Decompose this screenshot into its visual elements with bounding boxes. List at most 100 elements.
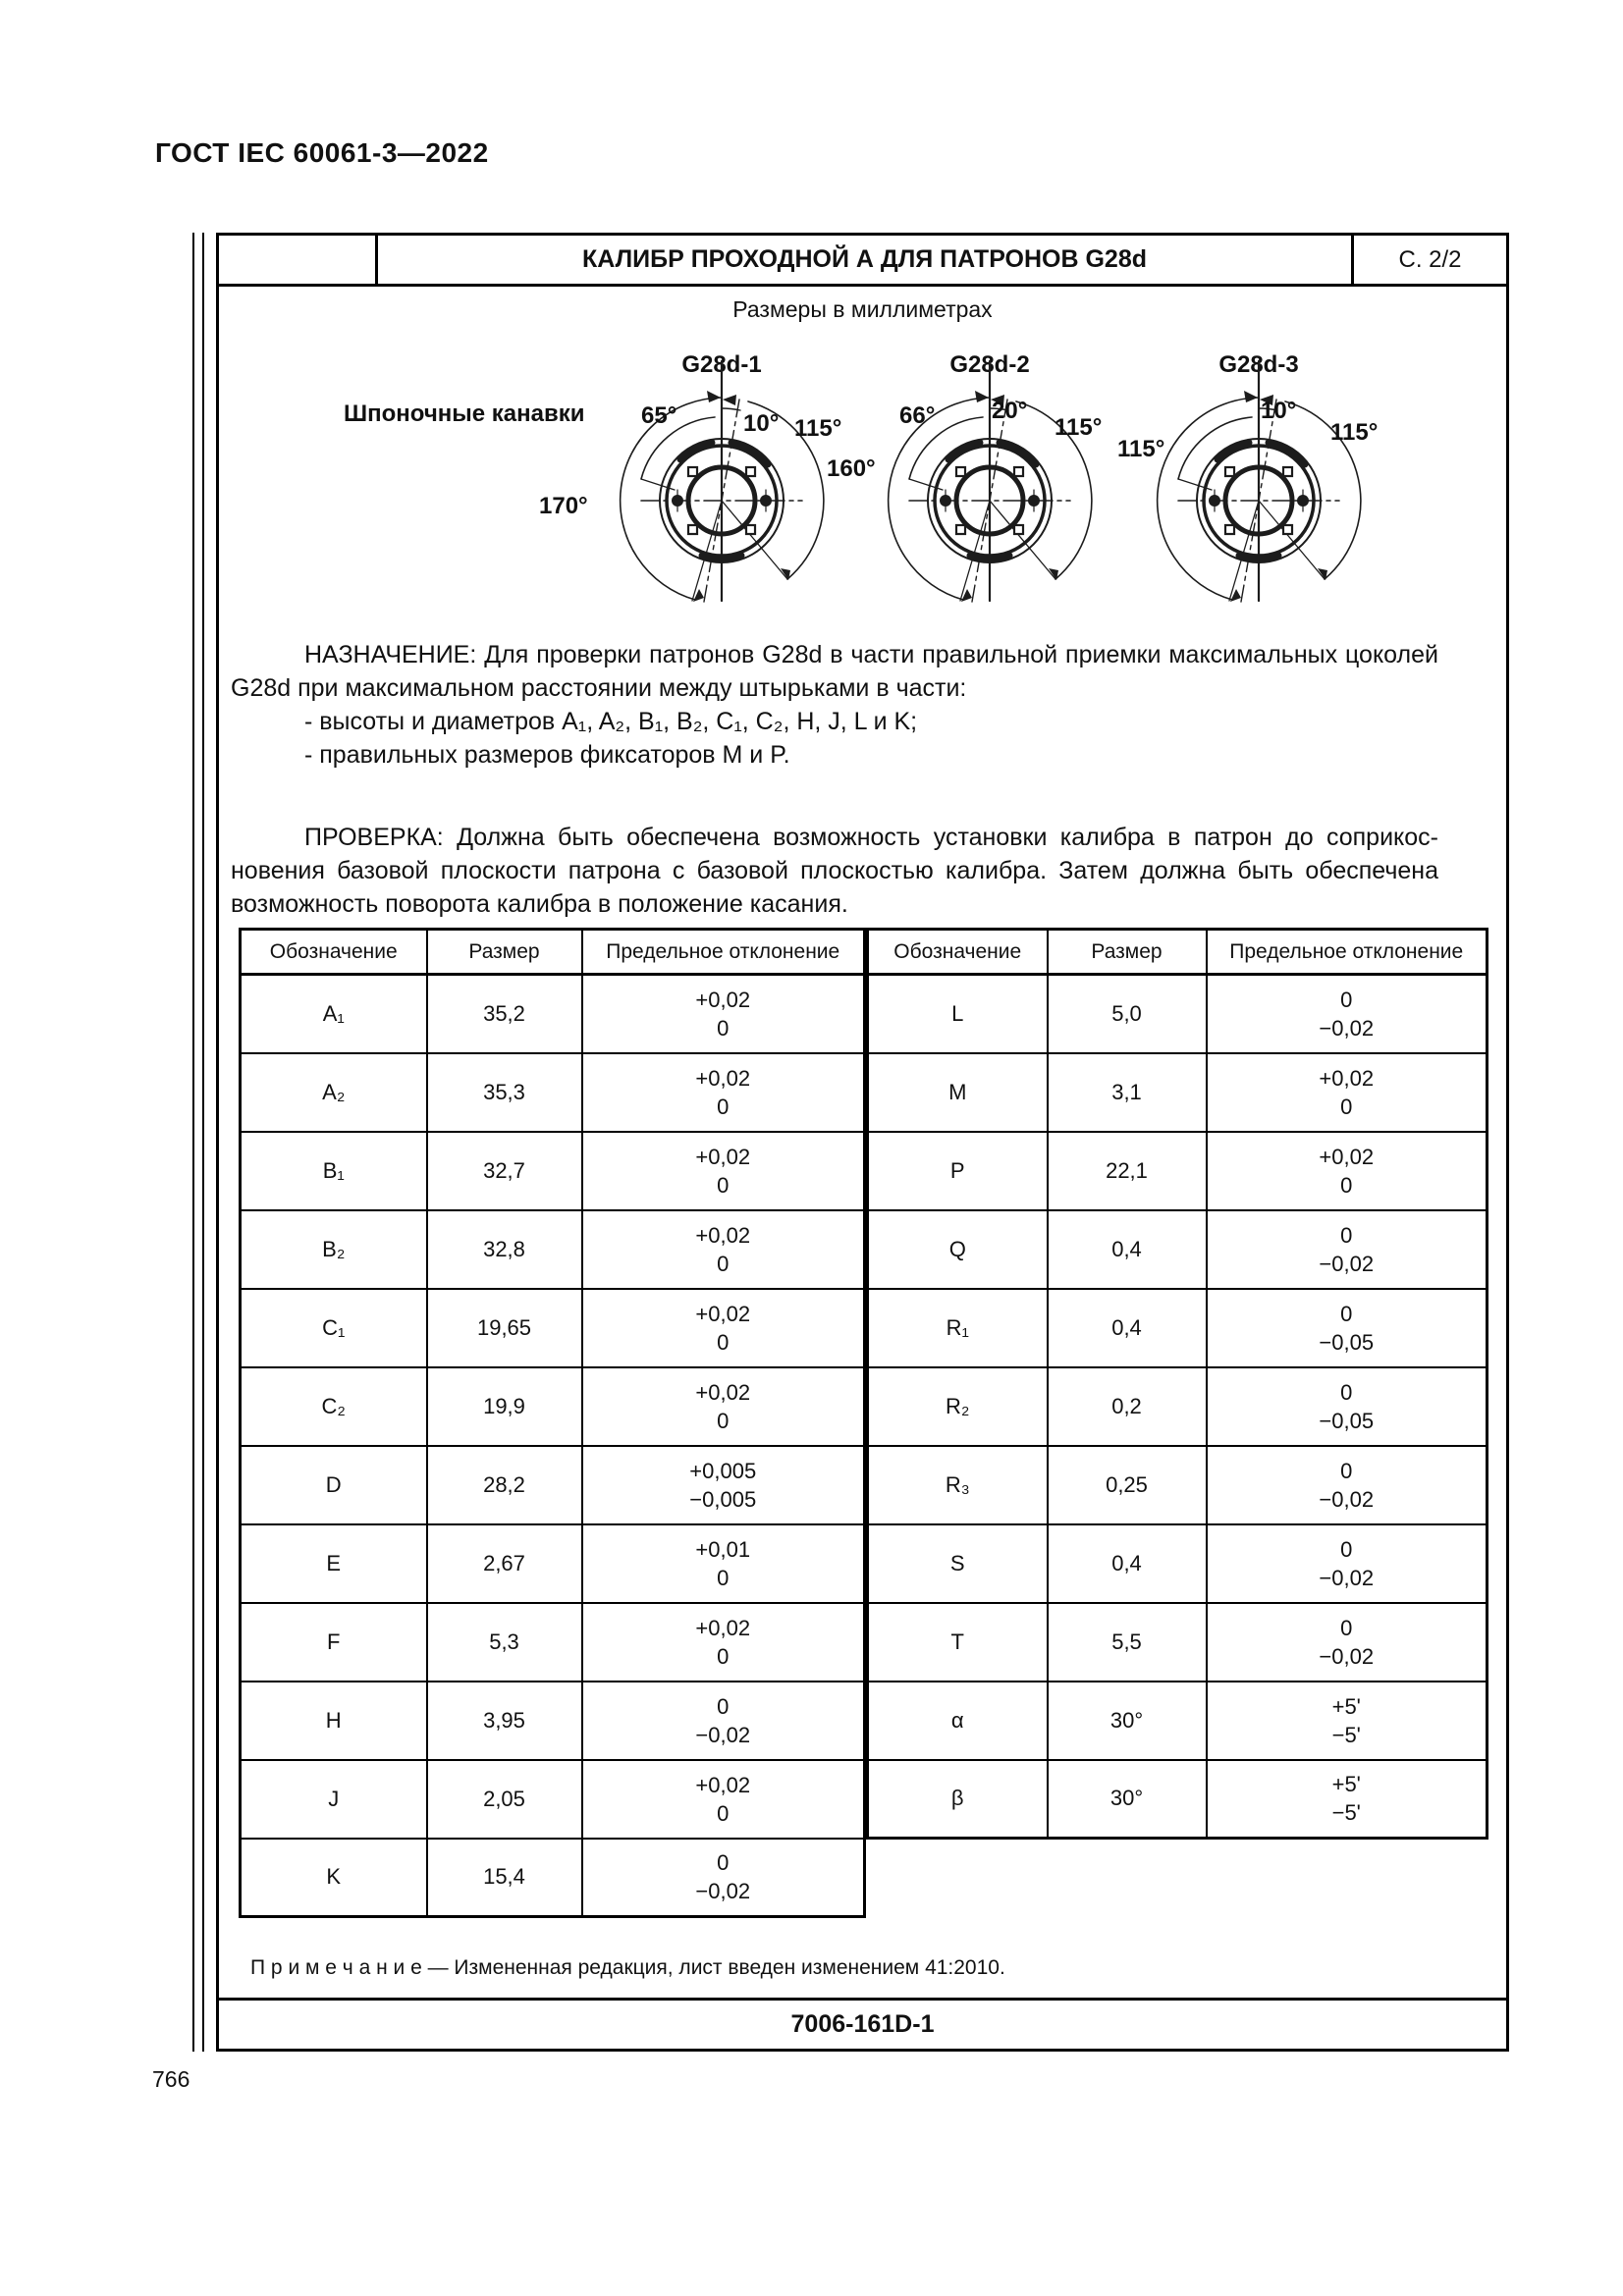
table-row: T 5,5 0 −0,02 [866, 1601, 1488, 1682]
tolerance-cell: +0,02 0 [580, 1601, 866, 1682]
size-cell: 35,2 [425, 973, 583, 1054]
symbol-cell: R₃ [866, 1444, 1049, 1525]
sheet-footer: 7006-161D-1 [219, 1998, 1506, 2049]
symbol-cell: β [866, 1758, 1049, 1840]
size-cell: 15,4 [425, 1837, 583, 1918]
size-cell: 0,4 [1046, 1287, 1208, 1368]
tolerance-cell: +5' −5' [1205, 1680, 1488, 1761]
size-cell: 3,1 [1046, 1051, 1208, 1133]
angle-label: 115° [1055, 414, 1103, 441]
symbol-cell: T [866, 1601, 1049, 1682]
dimension-table-right: Обозначение Размер Предельное отклонение… [866, 928, 1488, 1840]
tolerance-cell: 0 −0,05 [1205, 1287, 1488, 1368]
tolerance-cell: +0,02 0 [580, 1130, 866, 1211]
purpose-bullet: - правильных размеров фиксаторов M и P. [304, 741, 790, 769]
size-cell: 0,2 [1046, 1365, 1208, 1447]
table-row: F 5,3 +0,02 0 [239, 1601, 866, 1682]
symbol-cell: J [239, 1758, 428, 1840]
size-cell: 22,1 [1046, 1130, 1208, 1211]
size-cell: 30° [1046, 1758, 1208, 1840]
table-row: A₂ 35,3 +0,02 0 [239, 1051, 866, 1133]
angle-label: 115° [794, 415, 842, 442]
tolerance-cell: 0 −0,02 [1205, 1444, 1488, 1525]
tolerance-cell: +0,02 0 [580, 1365, 866, 1447]
symbol-cell: C₁ [239, 1287, 428, 1368]
table-row: L 5,0 0 −0,02 [866, 973, 1488, 1054]
column-header-size: Размер [1046, 928, 1208, 976]
symbol-cell: H [239, 1680, 428, 1761]
symbol-cell: R₁ [866, 1287, 1049, 1368]
check-section: ПРОВЕРКА: Должна быть обеспечена возможн… [231, 821, 1438, 921]
tolerance-cell: +5' −5' [1205, 1758, 1488, 1840]
table-row: J 2,05 +0,02 0 [239, 1758, 866, 1840]
sheet-header-row: КАЛИБР ПРОХОДНОЙ А ДЛЯ ПАТРОНОВ G28d С. … [219, 236, 1506, 287]
purpose-section: НАЗНАЧЕНИЕ: Для проверки патронов G28d в… [231, 638, 1438, 772]
left-double-rule-outer [192, 233, 194, 2052]
tolerance-cell: +0,02 0 [580, 1287, 866, 1368]
tolerance-cell: 0 −0,02 [1205, 1208, 1488, 1290]
size-cell: 32,7 [425, 1130, 583, 1211]
size-cell: 35,3 [425, 1051, 583, 1133]
table-row: α 30° +5' −5' [866, 1680, 1488, 1761]
symbol-cell: L [866, 973, 1049, 1054]
table-row: B₂ 32,8 +0,02 0 [239, 1208, 866, 1290]
symbol-cell: P [866, 1130, 1049, 1211]
size-cell: 32,8 [425, 1208, 583, 1290]
symbol-cell: C₂ [239, 1365, 428, 1447]
table-row: C₂ 19,9 +0,02 0 [239, 1365, 866, 1447]
angle-label: 20° [992, 398, 1028, 424]
table-row: S 0,4 0 −0,02 [866, 1522, 1488, 1604]
tolerance-cell: +0,02 0 [580, 973, 866, 1054]
table-header-row: Обозначение Размер Предельное отклонение [866, 928, 1488, 976]
page-number: 766 [152, 2066, 190, 2092]
size-cell: 2,05 [425, 1758, 583, 1840]
symbol-cell: α [866, 1680, 1049, 1761]
revision-note: П р и м е ч а н и е — Измененная редакци… [250, 1956, 1005, 1979]
symbol-cell: K [239, 1837, 428, 1918]
angle-label: 10° [1261, 398, 1297, 424]
size-cell: 19,65 [425, 1287, 583, 1368]
column-header-symbol: Обозначение [866, 928, 1049, 976]
size-cell: 28,2 [425, 1444, 583, 1525]
drawing-g28d-1: G28d-1 65° 10° 115° 170° [539, 344, 889, 643]
column-header-tolerance: Предельное отклонение [580, 928, 866, 976]
table-row: R₃ 0,25 0 −0,02 [866, 1444, 1488, 1525]
angle-label: 160° [827, 455, 876, 482]
table-row: K 15,4 0 −0,02 [239, 1837, 866, 1918]
keyways-label: Шпоночные канавки [344, 400, 585, 427]
symbol-cell: S [866, 1522, 1049, 1604]
purpose-text: НАЗНАЧЕНИЕ: Для проверки патронов G28d в… [231, 641, 1438, 702]
check-text: ПРОВЕРКА: Должна быть обеспечена возможн… [231, 824, 1438, 918]
angle-label: 170° [539, 493, 588, 519]
table-row: E 2,67 +0,01 0 [239, 1522, 866, 1604]
column-header-tolerance: Предельное отклонение [1205, 928, 1488, 976]
tolerance-cell: +0,01 0 [580, 1522, 866, 1604]
symbol-cell: E [239, 1522, 428, 1604]
size-cell: 0,4 [1046, 1208, 1208, 1290]
table-body-right: L 5,0 0 −0,02 M 3,1 +0,02 0 P 22,1 +0,02… [866, 973, 1488, 1840]
angle-label: 10° [743, 410, 780, 437]
size-cell: 5,0 [1046, 973, 1208, 1054]
table-row: M 3,1 +0,02 0 [866, 1051, 1488, 1133]
symbol-cell: A₂ [239, 1051, 428, 1133]
table-body-left: A₁ 35,2 +0,02 0 A₂ 35,3 +0,02 0 B₁ 32,7 … [239, 973, 866, 1918]
tolerance-cell: +0,02 0 [580, 1051, 866, 1133]
symbol-cell: D [239, 1444, 428, 1525]
symbol-cell: F [239, 1601, 428, 1682]
angle-label: 115° [1117, 436, 1165, 462]
standard-designation: ГОСТ IEC 60061-3—2022 [155, 137, 489, 168]
sheet-doc-code: 7006-161D-1 [790, 2010, 935, 2038]
angle-label: 66° [899, 402, 936, 429]
table-header-row: Обозначение Размер Предельное отклонение [239, 928, 866, 976]
sheet-title: КАЛИБР ПРОХОДНОЙ А ДЛЯ ПАТРОНОВ G28d [581, 245, 1148, 273]
drawing-g28d-3: G28d-3 10° 115° 115° [1092, 344, 1426, 643]
table-row: A₁ 35,2 +0,02 0 [239, 973, 866, 1054]
size-cell: 30° [1046, 1680, 1208, 1761]
column-header-symbol: Обозначение [239, 928, 428, 976]
size-cell: 3,95 [425, 1680, 583, 1761]
tolerance-cell: +0,02 0 [1205, 1051, 1488, 1133]
tolerance-cell: +0,02 0 [580, 1208, 866, 1290]
drawing-g28d-2: G28d-2 66° 20° 115° 160° [823, 344, 1157, 643]
size-cell: 2,67 [425, 1522, 583, 1604]
symbol-cell: B₁ [239, 1130, 428, 1211]
